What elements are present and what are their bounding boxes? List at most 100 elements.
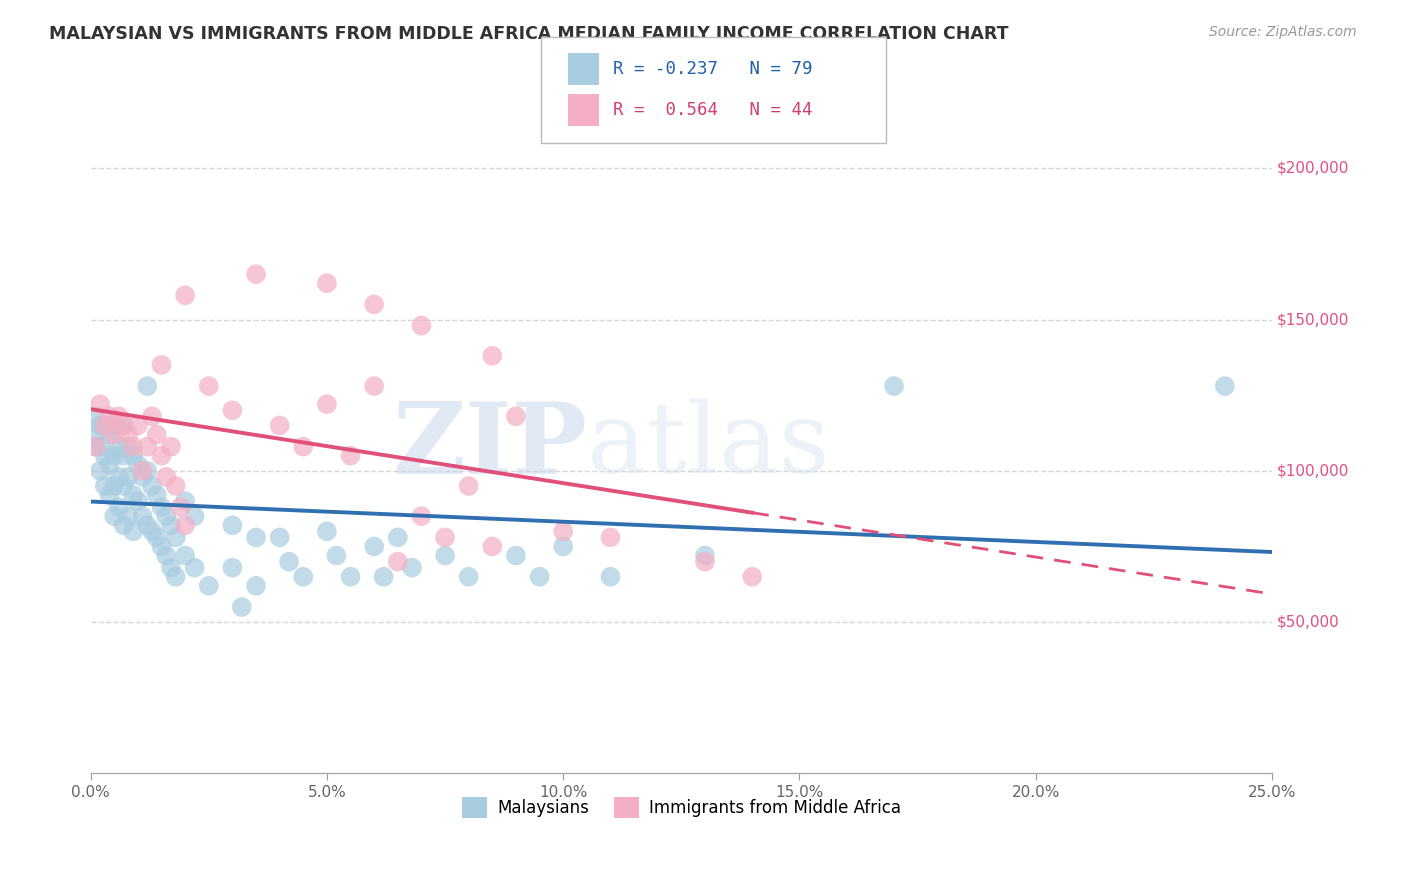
Point xyxy=(84,440,107,454)
Point xyxy=(127,458,149,472)
Text: R =  0.564   N = 44: R = 0.564 N = 44 xyxy=(613,101,813,119)
Point xyxy=(136,518,159,533)
Point xyxy=(117,440,139,454)
Point xyxy=(883,379,905,393)
Point xyxy=(325,549,347,563)
Point xyxy=(339,449,361,463)
Point xyxy=(221,403,243,417)
Point xyxy=(98,488,121,502)
Point xyxy=(84,409,107,424)
Point xyxy=(122,524,145,539)
Point xyxy=(481,349,503,363)
Point xyxy=(174,518,197,533)
Point xyxy=(89,397,111,411)
Point xyxy=(112,418,135,433)
Text: atlas: atlas xyxy=(586,399,830,494)
Point xyxy=(146,530,169,544)
Point xyxy=(599,570,621,584)
Point xyxy=(292,570,315,584)
Point xyxy=(103,418,125,433)
Point xyxy=(155,470,177,484)
Point xyxy=(112,518,135,533)
Point xyxy=(434,549,457,563)
Point xyxy=(160,440,183,454)
Point xyxy=(553,540,575,554)
Point xyxy=(411,509,433,524)
Point xyxy=(269,418,291,433)
Point xyxy=(174,494,197,508)
Point xyxy=(245,530,267,544)
Text: ZIP: ZIP xyxy=(392,398,586,495)
Point xyxy=(112,479,135,493)
Point xyxy=(117,509,139,524)
Point xyxy=(94,479,117,493)
Point xyxy=(150,500,173,515)
Point xyxy=(160,518,183,533)
Point xyxy=(131,509,153,524)
Text: MALAYSIAN VS IMMIGRANTS FROM MIDDLE AFRICA MEDIAN FAMILY INCOME CORRELATION CHAR: MALAYSIAN VS IMMIGRANTS FROM MIDDLE AFRI… xyxy=(49,25,1008,43)
Point xyxy=(741,570,763,584)
Point xyxy=(316,524,339,539)
Point xyxy=(141,409,163,424)
Point xyxy=(434,530,457,544)
Point xyxy=(89,418,111,433)
Point xyxy=(103,509,125,524)
Point xyxy=(269,530,291,544)
Point xyxy=(89,464,111,478)
Point xyxy=(150,449,173,463)
Point xyxy=(1213,379,1236,393)
Point xyxy=(98,409,121,424)
Point xyxy=(278,555,301,569)
Point xyxy=(457,479,479,493)
Point xyxy=(136,379,159,393)
Text: $150,000: $150,000 xyxy=(1277,312,1350,327)
Point xyxy=(183,509,205,524)
Point xyxy=(108,440,131,454)
Point xyxy=(505,409,527,424)
Point xyxy=(231,599,253,614)
Point xyxy=(141,479,163,493)
Point xyxy=(165,570,187,584)
Point xyxy=(131,470,153,484)
Text: $50,000: $50,000 xyxy=(1277,615,1340,630)
Point xyxy=(122,440,145,454)
Point xyxy=(94,449,117,463)
Point xyxy=(363,297,385,311)
Point xyxy=(122,449,145,463)
Point xyxy=(553,524,575,539)
Point xyxy=(117,470,139,484)
Point xyxy=(141,524,163,539)
Point xyxy=(146,427,169,442)
Point xyxy=(131,464,153,478)
Point xyxy=(339,570,361,584)
Point xyxy=(387,530,409,544)
Point xyxy=(316,397,339,411)
Point xyxy=(108,500,131,515)
Point xyxy=(146,488,169,502)
Point xyxy=(103,427,125,442)
Point xyxy=(197,379,219,393)
Legend: Malaysians, Immigrants from Middle Africa: Malaysians, Immigrants from Middle Afric… xyxy=(456,790,907,824)
Point xyxy=(373,570,395,584)
Text: $200,000: $200,000 xyxy=(1277,161,1350,176)
Point xyxy=(174,549,197,563)
Point xyxy=(245,579,267,593)
Point xyxy=(245,267,267,281)
Point xyxy=(481,540,503,554)
Point xyxy=(165,479,187,493)
Text: R = -0.237   N = 79: R = -0.237 N = 79 xyxy=(613,60,813,78)
Point xyxy=(136,464,159,478)
Point xyxy=(98,427,121,442)
Point xyxy=(150,540,173,554)
Point xyxy=(136,440,159,454)
Point xyxy=(401,560,423,574)
Point xyxy=(505,549,527,563)
Point xyxy=(169,500,191,515)
Point xyxy=(108,470,131,484)
Point xyxy=(599,530,621,544)
Point xyxy=(693,549,716,563)
Point xyxy=(183,560,205,574)
Point xyxy=(221,518,243,533)
Point xyxy=(221,560,243,574)
Point xyxy=(94,418,117,433)
